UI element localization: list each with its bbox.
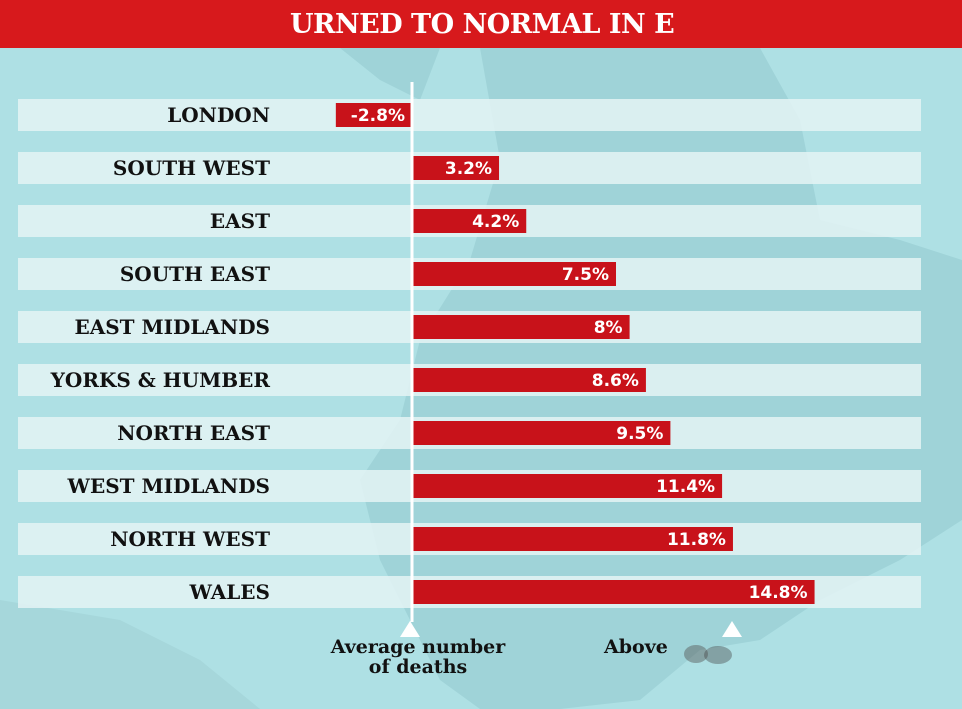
above-note: Above [604, 636, 668, 658]
bar [412, 421, 671, 445]
value-label: 4.2% [472, 212, 519, 232]
category-label: SOUTH EAST [120, 262, 270, 286]
average-deaths-note: Average number of deaths [330, 636, 506, 678]
bar [412, 262, 616, 286]
bar [335, 103, 412, 127]
bar [412, 156, 500, 180]
value-label: 11.4% [656, 477, 715, 497]
value-label: 11.8% [667, 530, 726, 550]
header-banner: URNED TO NORMAL IN EN( [0, 0, 962, 48]
category-label: NORTH WEST [110, 527, 270, 551]
above-marker-icon [722, 621, 742, 637]
category-label: EAST [210, 209, 270, 233]
bar [412, 368, 646, 392]
category-label: WEST MIDLANDS [67, 474, 270, 498]
row-band [18, 99, 921, 131]
category-label: NORTH EAST [117, 421, 270, 445]
bar [412, 474, 723, 498]
category-label: SOUTH WEST [113, 156, 270, 180]
obscured-text-blot [684, 645, 732, 664]
value-label: 8% [594, 318, 623, 338]
bar [412, 315, 630, 339]
category-label: WALES [189, 580, 270, 604]
category-label: LONDON [167, 103, 270, 127]
bar [412, 580, 815, 604]
value-label: -2.8% [351, 106, 405, 126]
value-label: 14.8% [749, 583, 808, 603]
category-label: YORKS & HUMBER [50, 368, 271, 392]
value-label: 7.5% [562, 265, 609, 285]
header-title: URNED TO NORMAL IN EN( [290, 9, 674, 40]
bar [412, 527, 733, 551]
value-label: 9.5% [616, 424, 663, 444]
value-label: 3.2% [445, 159, 492, 179]
average-marker-icon [400, 621, 420, 637]
value-label: 8.6% [592, 371, 639, 391]
bar [412, 209, 527, 233]
category-label: EAST MIDLANDS [74, 315, 270, 339]
